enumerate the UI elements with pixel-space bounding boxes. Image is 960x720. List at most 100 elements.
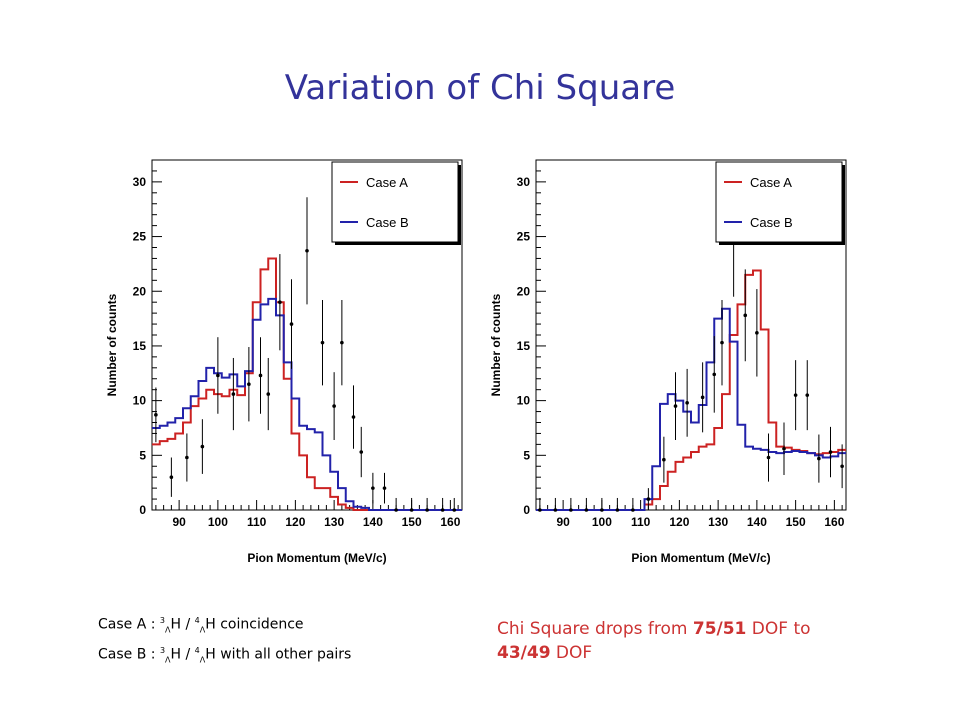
point-marker: [553, 508, 558, 512]
y-tick-label: 20: [133, 284, 147, 298]
x-tick-label: 150: [402, 515, 422, 529]
legend-label: Case B: [750, 215, 793, 230]
data-point: [371, 472, 375, 504]
data-point: [278, 254, 282, 351]
data-point: [662, 436, 666, 483]
chi-square-note: Chi Square drops from 75/51 DOF to 43/49…: [497, 617, 857, 665]
case-b-lambda-1: Λ: [165, 655, 171, 665]
data-point: [340, 300, 344, 386]
histogram-series-case-b: [152, 297, 462, 511]
y-tick-label: 25: [133, 230, 147, 244]
data-point: [673, 372, 678, 440]
y-tick-label: 5: [139, 448, 146, 462]
data-point: [185, 433, 189, 482]
histogram-left: 0 5 10 15 20 25 30 90 100 110 120 130 140 150 160 Pion …: [105, 159, 463, 565]
chi-text-2: DOF to: [746, 619, 811, 639]
point-marker: [231, 392, 236, 396]
y-tick-label: 20: [517, 284, 531, 298]
point-marker: [382, 486, 387, 490]
y-tick-label: 30: [133, 175, 147, 189]
point-marker: [266, 392, 271, 396]
point-marker: [278, 300, 282, 304]
point-marker: [247, 382, 251, 387]
x-tick-label: 150: [786, 515, 806, 529]
x-tick-label: 100: [208, 515, 228, 529]
data-point: [766, 433, 771, 482]
case-a-lambda-1: Λ: [165, 625, 171, 635]
point-marker: [673, 404, 678, 408]
point-marker: [409, 508, 414, 512]
point-marker: [805, 393, 810, 397]
data-point: [247, 347, 251, 422]
point-marker: [332, 404, 336, 408]
data-point: [216, 337, 220, 414]
point-marker: [200, 444, 205, 449]
data-point: [394, 497, 398, 512]
data-point: [231, 357, 236, 431]
data-point: [793, 360, 798, 431]
point-marker: [685, 401, 689, 405]
data-point: [712, 336, 717, 413]
y-tick-label: 10: [517, 394, 531, 408]
data-point: [553, 497, 558, 512]
point-marker: [755, 331, 759, 335]
data-point: [200, 419, 205, 474]
data-point: [755, 289, 759, 377]
point-marker: [371, 486, 375, 490]
legend-label: Case A: [366, 175, 408, 190]
chi-text-3: DOF: [550, 643, 593, 663]
data-point: [382, 472, 387, 504]
data-point: [258, 337, 263, 414]
x-tick-label: 110: [247, 515, 267, 529]
data-point: [154, 387, 158, 443]
x-tick-label: 120: [285, 515, 305, 529]
case-b-mass-4: 4: [194, 646, 200, 655]
data-point: [805, 360, 810, 431]
data-point: [569, 497, 573, 512]
data-point: [700, 362, 705, 433]
point-marker: [425, 508, 429, 512]
data-point: [452, 497, 457, 512]
point-marker: [743, 313, 748, 318]
legend-label: Case B: [366, 215, 409, 230]
data-point: [289, 279, 294, 369]
x-tick-label: 130: [708, 515, 728, 529]
point-marker: [359, 450, 364, 454]
point-marker: [351, 415, 356, 419]
chi-value-before: 75/51: [692, 619, 747, 639]
point-marker: [320, 340, 325, 345]
point-marker: [538, 508, 542, 512]
y-tick-label: 15: [133, 339, 147, 353]
point-marker: [631, 508, 635, 512]
data-point: [409, 497, 414, 512]
data-point: [615, 497, 620, 512]
point-marker: [766, 455, 771, 460]
data-point: [743, 269, 748, 362]
point-marker: [615, 508, 620, 512]
case-a-definition: Case A : 3ΛH / 4ΛH coincidence: [98, 606, 351, 636]
case-a-nucleus-2: H: [205, 616, 216, 633]
data-point: [631, 497, 635, 512]
point-marker: [216, 373, 220, 378]
case-b-suffix: with all other pairs: [220, 646, 352, 663]
data-point: [538, 497, 542, 512]
y-tick-label: 0: [523, 503, 530, 517]
data-point: [359, 426, 364, 478]
point-marker: [828, 450, 833, 454]
y-axis-title: Number of counts: [105, 293, 119, 396]
x-tick-label: 160: [824, 515, 844, 529]
legend-box: [331, 161, 459, 243]
case-a-nucleus-1: H /: [170, 616, 191, 633]
data-point: [584, 497, 589, 512]
data-point: [425, 497, 429, 512]
point-marker: [258, 373, 263, 378]
point-marker: [817, 456, 821, 461]
point-marker: [340, 340, 344, 345]
data-point: [266, 357, 271, 431]
y-tick-label: 10: [133, 394, 147, 408]
x-tick-label: 110: [631, 515, 651, 529]
case-b-nucleus-2: H: [205, 646, 216, 663]
point-marker: [646, 497, 651, 501]
case-a-suffix: coincidence: [220, 616, 304, 633]
point-marker: [440, 508, 445, 512]
